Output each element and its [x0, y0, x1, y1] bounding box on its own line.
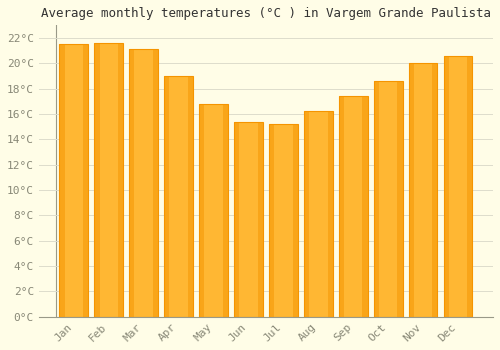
Bar [118, 43, 123, 317]
Bar [339, 96, 344, 317]
Bar [468, 56, 472, 317]
Bar [328, 111, 332, 317]
Bar [164, 76, 193, 317]
Bar [83, 44, 88, 317]
Bar [199, 104, 228, 317]
Bar [374, 81, 402, 317]
Bar [374, 81, 379, 317]
Bar [444, 56, 449, 317]
Bar [94, 43, 100, 317]
Bar [269, 124, 274, 317]
Bar [130, 49, 134, 317]
Bar [304, 111, 309, 317]
Bar [94, 43, 123, 317]
Bar [409, 63, 438, 317]
Bar [188, 76, 193, 317]
Bar [60, 44, 88, 317]
Bar [164, 76, 170, 317]
Bar [304, 111, 332, 317]
Bar [362, 96, 368, 317]
Title: Average monthly temperatures (°C ) in Vargem Grande Paulista: Average monthly temperatures (°C ) in Va… [41, 7, 491, 20]
Bar [292, 124, 298, 317]
Bar [60, 44, 64, 317]
Bar [409, 63, 414, 317]
Bar [130, 49, 158, 317]
Bar [234, 121, 239, 317]
Bar [222, 104, 228, 317]
Bar [269, 124, 298, 317]
Bar [258, 121, 263, 317]
Bar [398, 81, 402, 317]
Bar [199, 104, 204, 317]
Bar [234, 121, 263, 317]
Bar [444, 56, 472, 317]
Bar [153, 49, 158, 317]
Bar [339, 96, 368, 317]
Bar [432, 63, 438, 317]
